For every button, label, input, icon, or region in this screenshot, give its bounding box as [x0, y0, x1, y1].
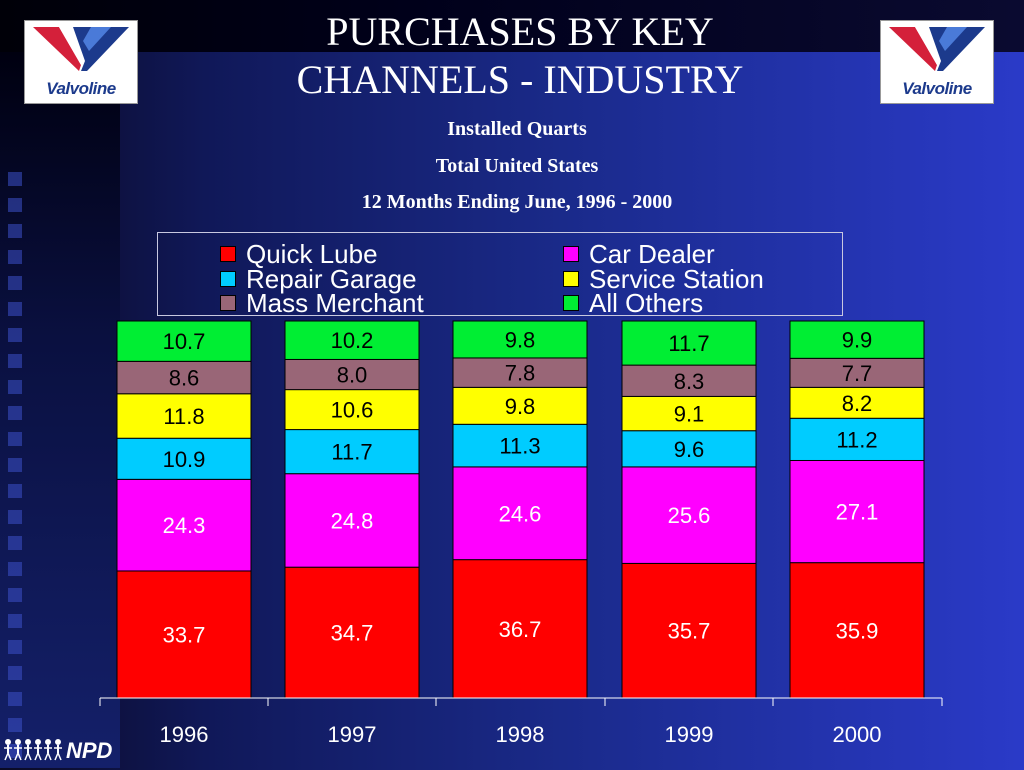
bar-mass-merchant-1997 — [284, 358, 420, 391]
data-label-mass-merchant-1999: 8.3 — [674, 369, 705, 394]
data-label-quick-lube-1998: 36.7 — [499, 617, 542, 642]
x-tick-label-1996: 1996 — [160, 722, 209, 747]
valvoline-logo-left: Valvoline — [24, 20, 138, 104]
data-label-car-dealer-2000: 27.1 — [836, 500, 879, 525]
data-label-all-others-1996: 10.7 — [163, 329, 206, 354]
bar-mass-merchant-1998 — [452, 357, 588, 388]
bar-repair-garage-1998 — [452, 423, 588, 468]
subtitle-region: Total United States — [435, 155, 599, 177]
data-label-repair-garage-1999: 9.6 — [674, 437, 705, 462]
page-title: PURCHASES BY KEY CHANNELS - INDUSTRY — [200, 8, 840, 104]
valvoline-v-icon — [33, 27, 129, 71]
legend-swatch-service-station — [563, 271, 579, 287]
data-label-mass-merchant-1997: 8.0 — [337, 363, 368, 388]
bar-mass-merchant-2000 — [789, 357, 925, 388]
bar-mass-merchant-1996 — [116, 360, 252, 395]
legend-label-repair-garage: Repair Garage — [246, 264, 417, 294]
bar-service-station-1999 — [621, 395, 757, 432]
bar-all-others-1998 — [452, 320, 588, 359]
data-label-repair-garage-1998: 11.3 — [499, 434, 540, 459]
decor-squares — [8, 172, 22, 770]
npd-people-icon: NPD — [4, 738, 113, 763]
data-label-quick-lube-2000: 35.9 — [836, 618, 879, 643]
bar-quick-lube-1996 — [116, 570, 252, 699]
bar-all-others-1997 — [284, 320, 420, 360]
bar-repair-garage-1996 — [116, 437, 252, 480]
data-label-service-station-1997: 10.6 — [331, 398, 374, 423]
valvoline-wordmark-right: Valvoline — [902, 79, 972, 98]
bar-service-station-1996 — [116, 393, 252, 439]
data-label-service-station-1998: 9.8 — [505, 394, 536, 419]
x-tick-label-1998: 1998 — [496, 722, 545, 747]
bar-quick-lube-2000 — [789, 562, 925, 699]
x-tick-label-1999: 1999 — [665, 722, 714, 747]
bar-all-others-2000 — [789, 320, 925, 359]
legend-label-mass-merchant: Mass Merchant — [246, 288, 424, 318]
bar-car-dealer-2000 — [789, 459, 925, 564]
valvoline-v-icon — [889, 27, 985, 71]
data-label-repair-garage-2000: 11.2 — [836, 427, 877, 452]
chart-legend: Quick Lube Repair Garage Mass Merchant C… — [157, 232, 843, 316]
legend-label-quick-lube: Quick Lube — [246, 239, 378, 269]
data-label-all-others-2000: 9.9 — [842, 328, 873, 353]
npd-wordmark: NPD — [66, 738, 113, 763]
bar-service-station-2000 — [789, 386, 925, 419]
data-label-quick-lube-1997: 34.7 — [331, 621, 374, 646]
data-label-car-dealer-1996: 24.3 — [163, 513, 206, 538]
data-label-all-others-1997: 10.2 — [331, 328, 374, 353]
data-label-repair-garage-1996: 10.9 — [163, 447, 206, 472]
data-label-mass-merchant-1996: 8.6 — [169, 366, 200, 391]
data-label-quick-lube-1996: 33.7 — [163, 622, 206, 647]
legend-label-service-station: Service Station — [589, 264, 764, 294]
data-label-repair-garage-1997: 11.7 — [331, 440, 372, 465]
top-band — [0, 0, 1024, 52]
title-line-1: PURCHASES BY KEY — [326, 9, 714, 54]
data-label-service-station-1996: 11.8 — [163, 404, 204, 429]
data-label-car-dealer-1998: 24.6 — [499, 501, 542, 526]
bar-repair-garage-2000 — [789, 417, 925, 461]
legend-label-all-others: All Others — [589, 288, 704, 318]
legend-label-car-dealer: Car Dealer — [589, 239, 715, 269]
legend-swatch-car-dealer — [563, 246, 579, 262]
data-label-mass-merchant-1998: 7.8 — [505, 361, 536, 386]
valvoline-logo-right: Valvoline — [880, 20, 994, 104]
data-label-all-others-1999: 11.7 — [668, 331, 709, 356]
subtitle-period: 12 Months Ending June, 1996 - 2000 — [361, 191, 673, 213]
title-line-2: CHANNELS - INDUSTRY — [296, 57, 744, 102]
left-decor-strip — [0, 52, 120, 768]
data-label-mass-merchant-2000: 7.7 — [842, 361, 873, 386]
legend-swatch-quick-lube — [220, 246, 236, 262]
subtitle-installed-quarts: Installed Quarts — [447, 118, 587, 140]
data-label-car-dealer-1999: 25.6 — [668, 503, 711, 528]
data-label-car-dealer-1997: 24.8 — [331, 508, 374, 533]
bar-car-dealer-1996 — [116, 478, 252, 572]
bar-quick-lube-1997 — [284, 566, 420, 699]
valvoline-wordmark-left: Valvoline — [46, 79, 116, 98]
x-tick-label-2000: 2000 — [833, 722, 882, 747]
bar-service-station-1997 — [284, 389, 420, 431]
bar-all-others-1999 — [621, 320, 757, 366]
data-label-quick-lube-1999: 35.7 — [668, 619, 711, 644]
bar-service-station-1998 — [452, 386, 588, 425]
legend-swatch-mass-merchant — [220, 295, 236, 311]
data-label-service-station-2000: 8.2 — [842, 391, 873, 416]
x-tick-label-1997: 1997 — [328, 722, 377, 747]
bar-car-dealer-1997 — [284, 473, 420, 568]
data-label-service-station-1999: 9.1 — [674, 402, 705, 427]
data-label-all-others-1998: 9.8 — [505, 327, 536, 352]
bar-all-others-1996 — [116, 320, 252, 362]
bar-quick-lube-1998 — [452, 559, 588, 699]
bar-car-dealer-1999 — [621, 466, 757, 564]
legend-swatch-all-others — [563, 295, 579, 311]
npd-logo: NPD — [2, 736, 142, 769]
bar-repair-garage-1997 — [284, 429, 420, 475]
legend-swatch-repair-garage — [220, 271, 236, 287]
